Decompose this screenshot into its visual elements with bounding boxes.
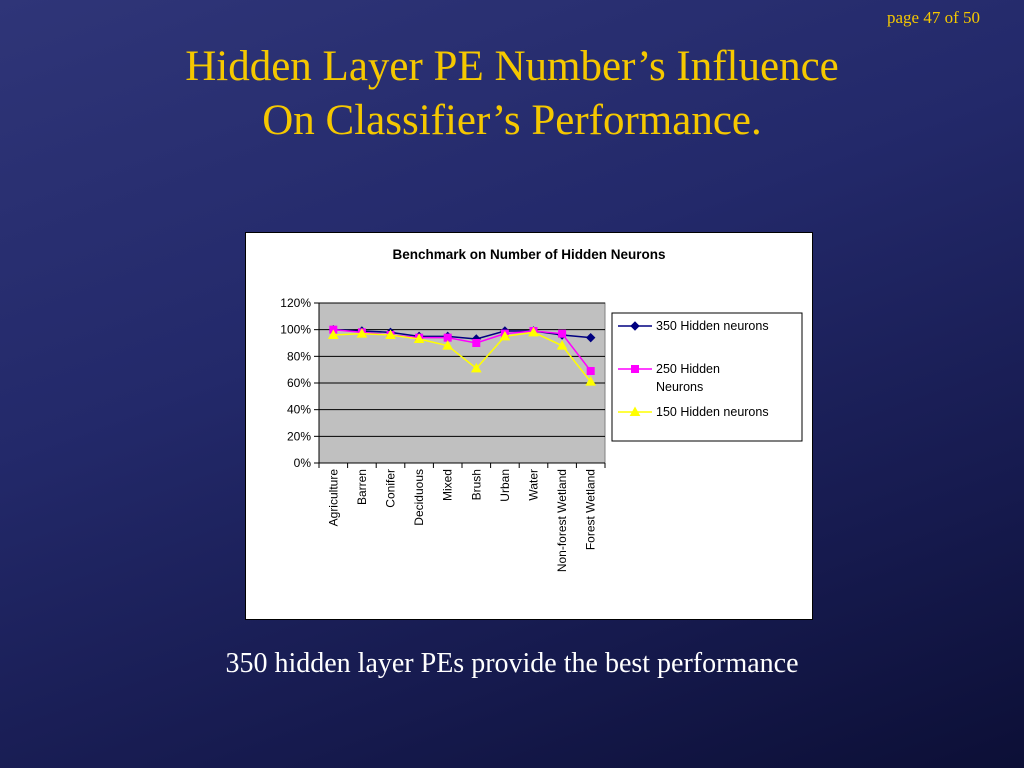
triangle-marker: [629, 406, 641, 416]
y-tick-label: 40%: [287, 403, 311, 417]
y-tick-label: 20%: [287, 429, 311, 443]
triangle-marker: [499, 330, 511, 341]
x-tick-label: Brush: [469, 469, 483, 500]
x-tick-label: Agriculture: [326, 469, 340, 527]
x-tick-label: Forest Wetland: [584, 469, 598, 550]
diamond-marker: [585, 332, 596, 343]
y-tick-label: 100%: [280, 323, 311, 337]
triangle-marker: [327, 329, 339, 339]
triangle-marker: [556, 340, 568, 350]
y-tick-label: 120%: [280, 296, 311, 310]
slide-caption: 350 hidden layer PEs provide the best pe…: [225, 648, 799, 679]
triangle-marker: [528, 326, 539, 337]
legend-label: 350 Hidden neurons: [656, 319, 769, 333]
y-tick-label: 80%: [287, 349, 311, 363]
square-marker: [443, 333, 452, 342]
x-tick-label: Deciduous: [412, 469, 426, 526]
triangle-marker: [385, 329, 396, 339]
legend-box: [611, 312, 803, 442]
title-line-1: Hidden Layer PE Number’s Influence: [185, 43, 839, 90]
triangle-marker: [470, 362, 482, 373]
page-number: page 47 of 50: [886, 8, 980, 27]
triangle-marker: [356, 328, 368, 338]
triangle-marker: [442, 340, 454, 350]
square-marker: [631, 365, 639, 373]
square-marker: [472, 339, 481, 347]
line-chart: Benchmark on Number of Hidden Neurons 0% 2…: [280, 247, 803, 572]
legend-label: Neurons: [656, 380, 703, 394]
y-tick-label: 0%: [294, 456, 312, 470]
series-line-3: [333, 331, 592, 383]
x-tick-label: Urban: [498, 469, 512, 502]
title-line-2: On Classifier’s Performance.: [262, 97, 762, 144]
legend-label: 250 Hidden: [656, 362, 720, 376]
chart-container: Benchmark on Number of Hidden Neurons 0% 2…: [245, 232, 813, 620]
x-tick-label: Non-forest Wetland: [555, 469, 569, 572]
square-marker: [558, 329, 567, 338]
x-tick-label: Conifer: [384, 469, 398, 508]
diamond-marker: [630, 321, 640, 331]
slide-title: Hidden Layer PE Number’s Influence On Cl…: [0, 40, 1024, 148]
y-tick-label: 60%: [287, 376, 311, 390]
triangle-marker: [413, 333, 425, 343]
square-marker: [586, 367, 595, 375]
x-tick-label: Water: [527, 469, 541, 501]
triangle-marker: [585, 376, 597, 386]
x-tick-label: Mixed: [441, 469, 455, 501]
legend-label: 150 Hidden neurons: [656, 405, 769, 419]
chart-title: Benchmark on Number of Hidden Neurons: [392, 247, 665, 262]
x-tick-label: Barren: [355, 469, 369, 505]
